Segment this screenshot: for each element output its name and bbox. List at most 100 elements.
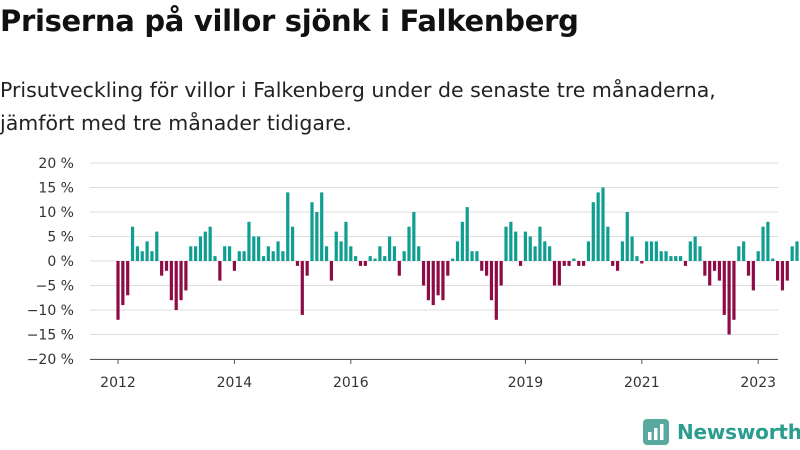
y-tick-label: 10 %: [38, 205, 74, 221]
bar: [189, 246, 193, 261]
bar: [625, 212, 629, 261]
bar: [703, 261, 707, 276]
bar: [742, 241, 746, 261]
bar: [164, 261, 169, 271]
x-tick-label: 2012: [100, 375, 136, 391]
bar: [509, 221, 513, 261]
bar: [155, 231, 159, 261]
bar: [407, 226, 411, 261]
bar: [717, 261, 721, 281]
bar: [596, 192, 600, 261]
bar: [460, 221, 464, 261]
bar: [751, 261, 755, 291]
chart-subtitle: Prisutveckling för villor i Falkenberg u…: [0, 78, 716, 135]
bar: [358, 261, 363, 266]
bar: [349, 246, 353, 261]
bar: [455, 241, 460, 261]
bar: [126, 261, 130, 296]
bar: [310, 202, 314, 261]
bar: [198, 236, 203, 261]
bar: [368, 256, 372, 261]
bar: [397, 261, 401, 276]
bar: [329, 261, 333, 281]
bar: [383, 256, 387, 261]
bar: [295, 261, 300, 266]
y-tick-label: −10 %: [27, 303, 74, 319]
bar-chart: 20 % 15 % 10 % 5 % 0 % −5 % −10 % −15 % −20 % 20…: [27, 156, 799, 391]
bar: [562, 261, 566, 266]
bar: [688, 241, 692, 261]
bar: [572, 258, 576, 261]
bar: [499, 261, 503, 286]
bar: [412, 212, 416, 261]
bar: [756, 251, 760, 261]
bar: [218, 261, 222, 281]
bar: [645, 241, 649, 261]
bar: [373, 258, 377, 261]
y-tick-label: 20 %: [38, 156, 74, 172]
bar: [698, 246, 702, 261]
bar: [630, 236, 634, 261]
bar: [465, 207, 469, 261]
bar: [582, 261, 586, 266]
bar: [232, 261, 236, 271]
y-axis-ticks: 20 % 15 % 10 % 5 % 0 % −5 % −10 % −15 % −20 %: [27, 156, 74, 368]
bar: [237, 251, 241, 261]
bar: [247, 221, 251, 261]
bar: [485, 261, 489, 276]
bar: [354, 256, 358, 261]
brand: Newsworthy: [643, 418, 800, 446]
x-tick-label: 2016: [333, 375, 369, 391]
bar: [620, 241, 624, 261]
bar: [669, 256, 673, 261]
bar: [223, 246, 227, 261]
bar: [528, 236, 532, 261]
bar: [611, 261, 615, 266]
y-tick-label: 0 %: [47, 254, 74, 270]
newsworthy-logo-icon: [643, 419, 669, 445]
bar: [426, 261, 430, 301]
brand-name: Newsworthy: [677, 420, 800, 444]
bar: [606, 226, 610, 261]
bar: [712, 261, 717, 271]
bar: [664, 251, 668, 261]
bar: [169, 261, 173, 301]
x-axis: 2012201420162019202120232025: [90, 359, 778, 391]
bar: [300, 261, 304, 315]
bar: [271, 251, 275, 261]
bar: [654, 241, 658, 261]
bar: [523, 231, 527, 261]
bar: [291, 226, 295, 261]
bar: [116, 261, 120, 320]
bar: [286, 192, 290, 261]
bar: [790, 246, 794, 261]
bar: [160, 261, 164, 276]
x-tick-label: 2021: [624, 375, 660, 391]
x-tick-label: 2014: [217, 375, 253, 391]
bar: [504, 226, 508, 261]
bar: [480, 261, 484, 271]
bar: [659, 251, 663, 261]
y-tick-label: −5 %: [36, 279, 74, 295]
bar: [489, 261, 494, 301]
bar: [727, 261, 731, 335]
bar: [470, 251, 474, 261]
bar: [121, 261, 125, 306]
bar: [679, 256, 683, 261]
bar: [780, 261, 785, 291]
bar: [276, 241, 280, 261]
bar: [145, 241, 149, 261]
x-tick-label: 2023: [740, 375, 776, 391]
bar: [339, 241, 343, 261]
bar: [615, 261, 620, 271]
bar: [577, 261, 581, 266]
bar: [674, 256, 678, 261]
bar: [174, 261, 178, 310]
bar: [194, 246, 198, 261]
bars: [116, 187, 799, 335]
bar: [344, 221, 348, 261]
bar: [213, 256, 217, 261]
bar: [708, 261, 712, 286]
bar: [417, 246, 421, 261]
bar: [737, 246, 741, 261]
